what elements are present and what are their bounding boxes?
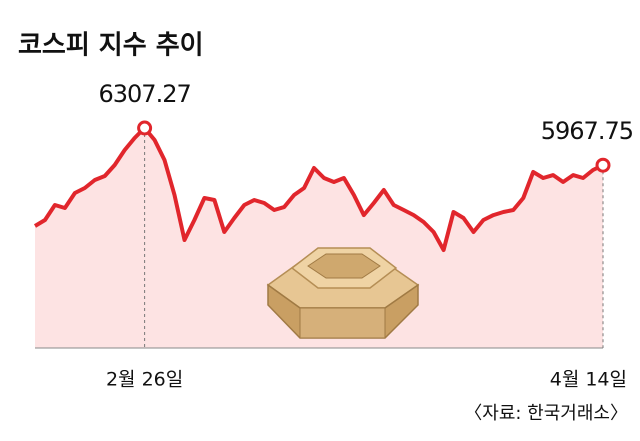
x-tick-label: 4월 14일	[550, 369, 627, 391]
line	[33, 126, 604, 252]
source-note: 〈자료: 한국거래소〉	[464, 403, 628, 424]
point-marker	[595, 157, 611, 173]
plot-area: 6307.27 5967.75 2월 26일 4월 14일	[33, 80, 634, 391]
x-tick-label: 2월 26일	[106, 369, 183, 391]
value-label: 6307.27	[98, 80, 190, 108]
chart-title: 코스피 지수 추이	[18, 31, 204, 61]
point-marker	[137, 120, 153, 136]
area	[35, 128, 603, 348]
illustration	[266, 247, 420, 339]
value-label: 5967.75	[541, 117, 633, 145]
